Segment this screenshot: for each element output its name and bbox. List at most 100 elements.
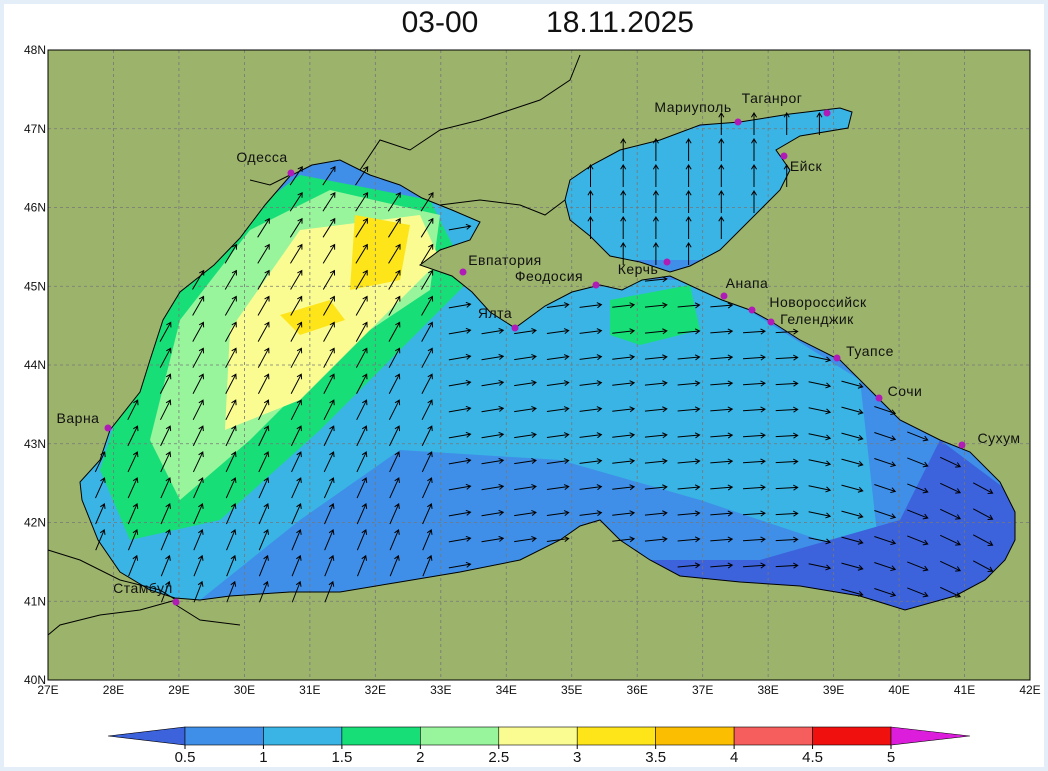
lon-tick-label: 35E xyxy=(561,683,582,697)
wave-arrow xyxy=(579,484,603,491)
wave-arrow xyxy=(387,191,401,212)
wave-arrow xyxy=(546,510,570,517)
wave-arrow xyxy=(742,536,766,543)
wave-arrow xyxy=(841,536,864,545)
city-dot xyxy=(172,598,180,606)
wave-arrows xyxy=(94,112,994,603)
wave-arrow xyxy=(940,534,962,546)
wave-arrow xyxy=(546,328,570,335)
wave-arrow xyxy=(750,190,758,213)
wave-arrow xyxy=(710,458,734,465)
wave-arrow xyxy=(579,380,603,387)
wave-arrow xyxy=(192,425,204,447)
wave-arrow xyxy=(808,563,832,571)
wave-arrow xyxy=(579,458,603,465)
wave-arrow xyxy=(808,381,832,389)
wave-arrow xyxy=(226,580,237,603)
wave-arrow xyxy=(258,399,270,421)
wave-arrow xyxy=(579,354,603,361)
wave-arrow xyxy=(258,451,270,473)
wave-arrow xyxy=(514,457,537,465)
wave-arrow xyxy=(652,164,659,187)
wave-arrow xyxy=(323,373,335,394)
city-label: Одесса xyxy=(236,149,287,165)
wave-arrow xyxy=(322,217,336,238)
wave-arrow xyxy=(685,164,692,187)
wave-arrow xyxy=(874,458,897,468)
wave-arrow xyxy=(448,535,472,543)
wave-arrow xyxy=(389,528,400,551)
wave-arrow xyxy=(127,503,139,525)
wave-arrow xyxy=(546,536,570,543)
wave-arrow xyxy=(514,431,537,439)
city-label: Феодосия xyxy=(515,268,583,284)
wave-arrow xyxy=(192,269,205,290)
wave-region xyxy=(650,440,1015,610)
lat-tick-label: 45N xyxy=(24,279,46,293)
city-label: Мариуполь xyxy=(654,99,731,115)
wave-arrow xyxy=(742,406,766,413)
wave-arrow xyxy=(685,242,692,265)
city-label: Сочи xyxy=(888,383,923,399)
wave-arrow xyxy=(612,458,636,465)
wave-arrow xyxy=(620,190,627,213)
wave-arrow xyxy=(389,451,400,473)
wave-arrow xyxy=(127,528,139,551)
wave-arrow xyxy=(546,302,570,309)
city-dot xyxy=(511,324,519,332)
wave-arrow xyxy=(677,432,701,439)
wave-arrow xyxy=(257,243,270,264)
wave-arrow xyxy=(514,483,537,491)
wave-arrow xyxy=(127,451,139,473)
wave-arrow xyxy=(356,451,368,473)
wave-arrow xyxy=(355,295,368,316)
wave-arrow xyxy=(192,399,204,421)
wave-arrow xyxy=(193,554,204,577)
wave-arrow xyxy=(841,406,864,415)
wave-arrow xyxy=(808,485,832,493)
cities: Одесса Мариуполь Таганрог Ейск ЕвпаторияФеод… xyxy=(57,90,1020,606)
wave-arrow xyxy=(421,425,433,447)
wave-arrow xyxy=(290,425,302,447)
lon-tick-label: 41E xyxy=(954,683,975,697)
wave-arrow xyxy=(355,347,368,368)
wave-arrow xyxy=(258,425,270,447)
wave-arrow xyxy=(907,535,929,546)
wave-arrow xyxy=(685,190,692,213)
wave-arrow xyxy=(193,477,204,499)
wave-arrow xyxy=(940,508,962,520)
wave-arrow xyxy=(612,328,636,335)
wave-arrow xyxy=(193,528,204,551)
wave-region xyxy=(280,300,345,335)
wave-arrow xyxy=(710,510,734,517)
wave-arrow xyxy=(226,554,237,577)
wave-arrow xyxy=(775,432,799,439)
wave-arrow xyxy=(685,138,692,161)
wave-arrow xyxy=(289,217,303,238)
lat-tick-label: 40N xyxy=(24,673,46,687)
wave-arrow xyxy=(514,405,537,413)
wave-arrow xyxy=(289,191,303,212)
wave-arrow xyxy=(448,431,472,439)
wave-arrow xyxy=(420,217,434,238)
wave-arrow xyxy=(192,451,204,473)
wave-arrow xyxy=(225,321,237,342)
wave-arrow xyxy=(750,138,758,161)
city-label: Ялта xyxy=(478,305,512,321)
wave-arrow xyxy=(612,380,636,387)
wave-arrow xyxy=(323,451,335,473)
lat-tick-label: 46N xyxy=(24,201,46,215)
wave-arrow xyxy=(612,432,636,439)
wave-arrow xyxy=(389,503,400,525)
wave-arrow xyxy=(972,560,994,572)
city-label: Сухум xyxy=(977,430,1020,446)
city-dot xyxy=(875,394,883,402)
city-dot xyxy=(767,318,775,326)
lon-tick-label: 37E xyxy=(692,683,713,697)
wave-arrow xyxy=(388,295,401,316)
wave-arrow xyxy=(160,528,171,551)
wave-arrow xyxy=(481,457,505,465)
wave-arrow xyxy=(775,458,799,465)
city-dot xyxy=(459,268,467,276)
wave-arrow xyxy=(677,484,701,491)
